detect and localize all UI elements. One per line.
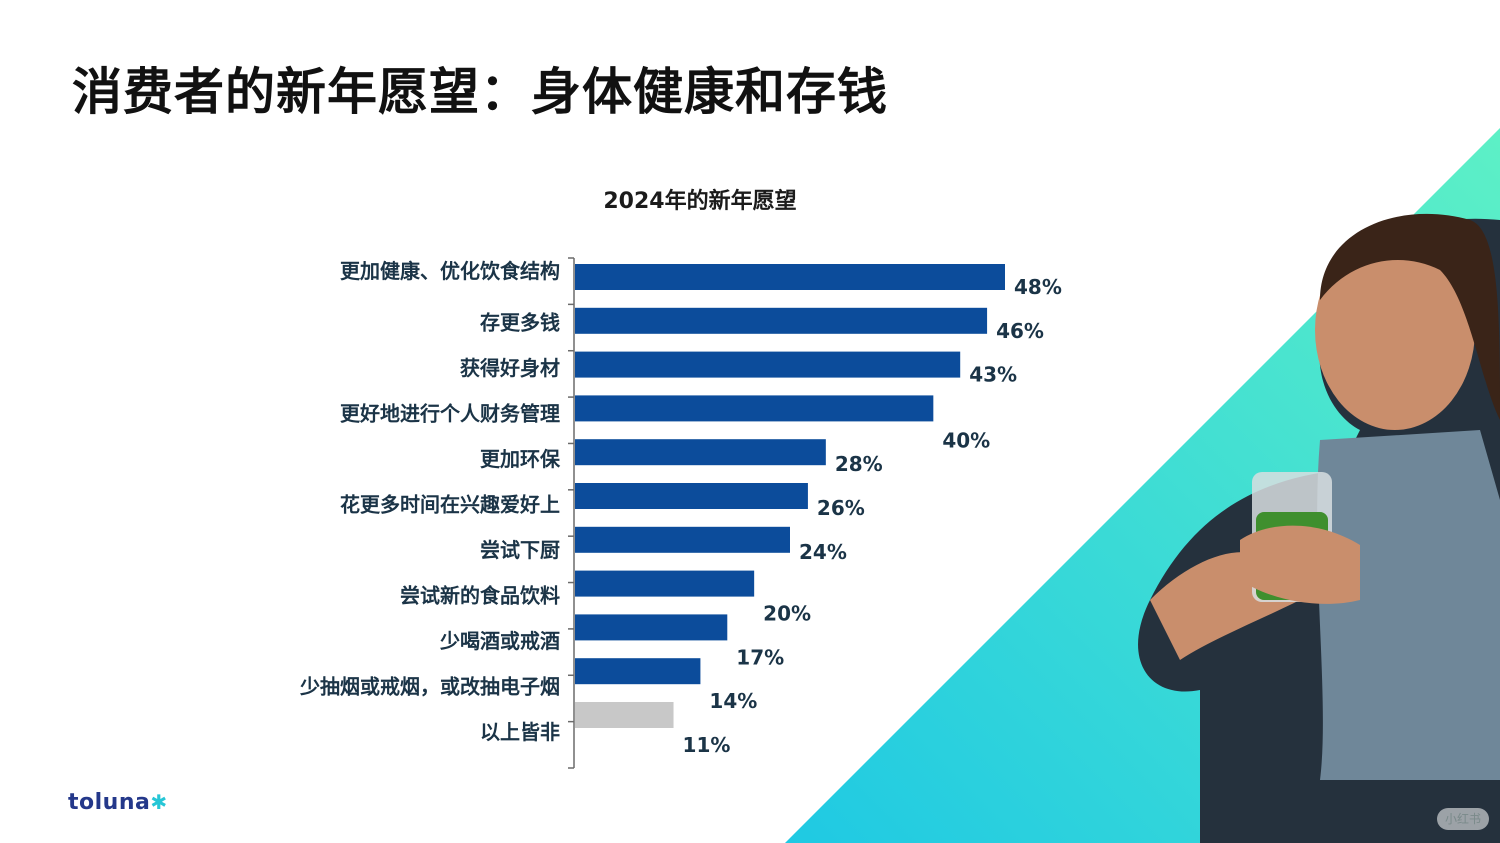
category-label-8: 少喝酒或戒酒 bbox=[439, 629, 560, 653]
value-label-2: 43% bbox=[969, 363, 1017, 387]
category-label-4: 更加环保 bbox=[480, 447, 561, 471]
chart-title: 2024年的新年愿望 bbox=[603, 189, 797, 214]
category-label-2: 获得好身材 bbox=[460, 356, 560, 380]
value-label-0: 48% bbox=[1014, 275, 1062, 299]
bar-10 bbox=[575, 702, 674, 728]
woman-holding-green-smoothie-photo bbox=[1138, 213, 1500, 843]
bar-7 bbox=[575, 570, 755, 597]
bar-0 bbox=[575, 264, 1005, 290]
value-label-6: 24% bbox=[799, 540, 847, 564]
bar-3 bbox=[575, 395, 934, 422]
xiaohongshu-watermark: 小红书 bbox=[1437, 808, 1489, 830]
brand-name: toluna bbox=[68, 790, 151, 815]
bar-2 bbox=[575, 351, 961, 378]
brand-star-icon: ✱ bbox=[150, 790, 168, 814]
page-title: 消费者的新年愿望：身体健康和存钱 bbox=[72, 63, 888, 121]
value-label-5: 26% bbox=[817, 496, 865, 520]
category-label-5: 花更多时间在兴趣爱好上 bbox=[340, 493, 560, 517]
toluna-logo: toluna✱ bbox=[68, 790, 168, 815]
value-label-7: 20% bbox=[763, 602, 811, 626]
category-label-6: 尝试下厨 bbox=[480, 538, 560, 562]
category-label-0: 更加健康、优化饮食结构 bbox=[340, 259, 560, 283]
bar-5 bbox=[575, 483, 808, 509]
value-label-4: 28% bbox=[835, 452, 883, 476]
category-label-10: 以上皆非 bbox=[480, 720, 560, 744]
category-label-1: 存更多钱 bbox=[480, 311, 560, 335]
value-label-8: 17% bbox=[736, 645, 784, 669]
bar-8 bbox=[575, 614, 728, 641]
value-label-10: 11% bbox=[683, 733, 731, 757]
value-label-3: 40% bbox=[942, 428, 990, 452]
bar-1 bbox=[575, 307, 988, 334]
bar-4 bbox=[575, 439, 826, 466]
category-label-9: 少抽烟或戒烟，或改抽电子烟 bbox=[299, 675, 560, 699]
bar-6 bbox=[575, 526, 790, 553]
category-label-3: 更好地进行个人财务管理 bbox=[340, 402, 560, 426]
category-label-7: 尝试新的食品饮料 bbox=[400, 584, 560, 608]
value-label-1: 46% bbox=[996, 319, 1044, 343]
value-label-9: 14% bbox=[709, 689, 757, 713]
bar-9 bbox=[575, 658, 701, 685]
